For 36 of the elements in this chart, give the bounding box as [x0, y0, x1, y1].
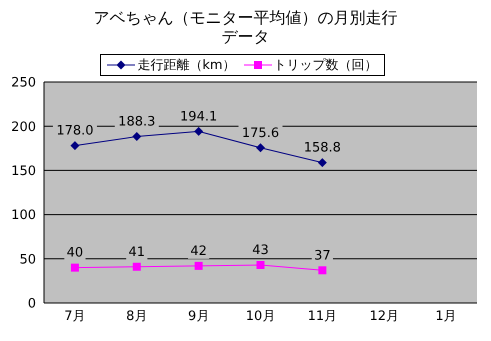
y-tick-label: 0 [28, 296, 36, 312]
point [318, 266, 326, 274]
data-label: 37 [314, 248, 331, 264]
legend-label: 走行距離（km） [137, 57, 236, 74]
point [132, 262, 141, 271]
point [194, 262, 203, 270]
legend-label: トリップ数（回） [274, 57, 378, 74]
data-label: 40 [66, 246, 84, 261]
point [194, 126, 204, 136]
data-label: 194.1 [180, 109, 218, 124]
y-tick-label: 100 [11, 208, 36, 224]
point [318, 158, 327, 168]
data-label: 158.8 [304, 140, 341, 156]
x-tick-label: 1月 [435, 309, 457, 324]
y-tick-label: 250 [11, 76, 36, 91]
data-label: 43 [252, 242, 269, 258]
y-tick-label: 150 [11, 164, 36, 180]
point [256, 143, 265, 152]
point [132, 132, 142, 142]
data-label: 178.0 [56, 124, 94, 139]
x-tick-label: 8月 [126, 309, 148, 324]
x-tick-label: 7月 [64, 309, 86, 324]
data-label: 41 [128, 244, 146, 260]
y-tick-label: 200 [11, 120, 36, 135]
x-tick-label: 10月 [246, 309, 276, 324]
x-tick-label: 12月 [369, 309, 399, 324]
x-tick-label: 9月 [188, 309, 210, 324]
chart-title: アベちゃん（モニター平均値）の月別走行データ [92, 8, 398, 48]
data-label: 188.3 [118, 114, 156, 130]
point [70, 264, 79, 272]
point [70, 141, 80, 150]
x-tick-label: 11月 [308, 309, 338, 324]
data-label: 42 [190, 244, 207, 259]
point [256, 260, 264, 269]
y-tick-label: 50 [19, 252, 36, 268]
data-label: 175.6 [242, 126, 280, 141]
